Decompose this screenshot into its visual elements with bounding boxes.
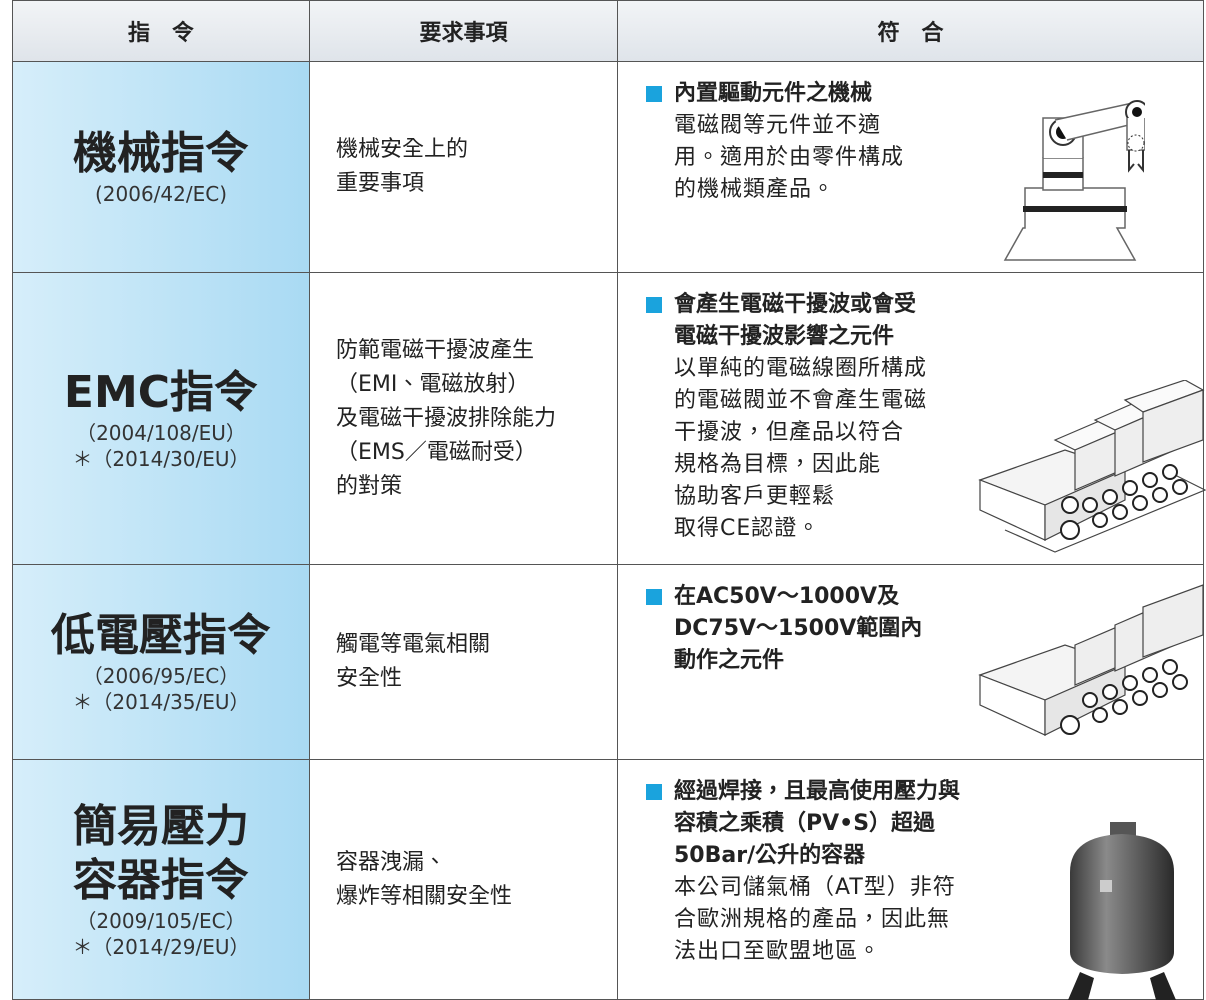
conformity-text: 用。適用於由零件構成 xyxy=(674,145,905,170)
header-text: 指 令 xyxy=(127,21,194,46)
valve-manifold-illustration xyxy=(978,380,1206,553)
conformity-title: 電磁干擾波影響之元件 xyxy=(674,324,895,349)
header-text: 符 合 xyxy=(877,21,944,46)
header-cell: 符 合 xyxy=(618,0,1204,62)
directive-cell: 機械指令 (2006/42/EC) xyxy=(12,62,310,273)
directive-code: （2006/95/EC） xyxy=(82,664,240,688)
header-text: 要求事項 xyxy=(419,21,508,46)
requirement-line: 防範電磁干擾波產生 xyxy=(336,337,535,363)
directive-name: 機械指令 xyxy=(73,128,249,179)
conformity-cell: 內置驅動元件之機械電磁閥等元件並不適 用。適用於由零件構成 的機械類產品。 xyxy=(618,62,1204,273)
conformity-text: 法出口至歐盟地區。 xyxy=(674,939,882,964)
directive-code: ＊（2014/35/EU） xyxy=(72,690,250,714)
directive-cell: 低電壓指令 （2006/95/EC） ＊（2014/35/EU） xyxy=(12,565,310,760)
valve-manifold-illustration xyxy=(978,584,1204,736)
conformity-title: 會產生電磁干擾波或會受 xyxy=(642,289,1203,321)
requirement-line: 重要事項 xyxy=(336,171,425,196)
conformity-title: DC75V～1500V範圍內 xyxy=(674,616,923,641)
requirement-line: 爆炸等相關安全性 xyxy=(336,883,513,909)
conformity-text: 本公司儲氣桶（AT型）非符 xyxy=(674,875,956,900)
conformity-text: 規格為目標，因此能 xyxy=(674,452,882,477)
conformity-text: 取得CE認證。 xyxy=(674,516,821,541)
conformity-text: 以單純的電磁線圈所構成 xyxy=(674,356,928,381)
conformity-title: 內置驅動元件之機械 xyxy=(642,78,1203,110)
directive-name: 容器指令 xyxy=(73,854,249,906)
requirement-line: 容器洩漏、 xyxy=(336,849,447,875)
requirement-line: 的對策 xyxy=(336,473,403,499)
directive-name: 低電壓指令 xyxy=(51,610,271,661)
air-tank-illustration xyxy=(1068,822,1176,1000)
conformity-cell: 在AC50V～1000V及 DC75V～1500V範圍內 動作之元件 xyxy=(618,565,1204,760)
directive-cell: 簡易壓力 容器指令 （2009/105/EC） ＊（2014/29/EU） xyxy=(12,760,310,1000)
conformity-text: 合歐洲規格的產品，因此無 xyxy=(674,907,951,932)
requirement-line: 安全性 xyxy=(336,666,403,691)
requirement-line: 觸電等電氣相關 xyxy=(336,632,491,657)
directive-cell: EMC指令 （2004/108/EU） ＊（2014/30/EU） xyxy=(12,273,310,565)
requirement-line: 機械安全上的 xyxy=(336,137,469,162)
requirement-line: 及電磁干擾波排除能力 xyxy=(336,405,557,431)
header-cell: 指 令 xyxy=(12,0,310,62)
conformity-title: 經過焊接，且最高使用壓力與 xyxy=(642,776,1203,808)
conformity-title: 動作之元件 xyxy=(674,648,785,673)
bullet-square xyxy=(646,784,662,800)
conformity-cell: 會產生電磁干擾波或會受電磁干擾波影響之元件以單純的電磁線圈所構成 的電磁閥並不會產… xyxy=(618,273,1204,565)
bullet-square xyxy=(646,589,662,605)
requirement-cell: 機械安全上的 重要事項 xyxy=(310,62,618,273)
robot-arm-illustration xyxy=(1003,100,1145,261)
conformity-text: 電磁閥等元件並不適 xyxy=(674,113,882,138)
conformity-title: 在AC50V～1000V及 xyxy=(642,581,1203,613)
directive-code: ＊（2014/30/EU） xyxy=(72,446,250,471)
directive-code: （2009/105/EC） xyxy=(76,908,246,933)
conformity-text: 協助客戶更輕鬆 xyxy=(674,484,836,509)
bullet-square xyxy=(646,86,662,102)
directive-table: 指 令要求事項符 合機械指令 (2006/42/EC) 機械安全上的 重要事項 內置驅動… xyxy=(12,0,1204,1000)
conformity-text: 干擾波，但產品以符合 xyxy=(674,420,905,445)
conformity-text: 的機械類產品。 xyxy=(674,177,836,202)
requirement-cell: 觸電等電氣相關 安全性 xyxy=(310,565,618,760)
requirement-line: （EMI、電磁放射） xyxy=(336,371,530,397)
requirement-line: （EMS／電磁耐受） xyxy=(336,439,537,465)
directive-code: ＊（2014/29/EU） xyxy=(72,934,250,959)
directive-code: （2004/108/EU） xyxy=(76,420,246,445)
directive-name: EMC指令 xyxy=(63,366,259,418)
header-cell: 要求事項 xyxy=(310,0,618,62)
requirement-cell: 防範電磁干擾波產生 （EMI、電磁放射） 及電磁干擾波排除能力 （EMS／電磁耐受） 的… xyxy=(310,273,618,565)
requirement-cell: 容器洩漏、爆炸等相關安全性 xyxy=(310,760,618,1000)
bullet-square xyxy=(646,297,662,313)
conformity-title: 容積之乘積（PV•S）超過 xyxy=(674,811,936,836)
directive-name: 簡易壓力 xyxy=(73,800,249,852)
directive-code: (2006/42/EC) xyxy=(94,182,228,206)
conformity-text: 的電磁閥並不會產生電磁 xyxy=(674,388,928,413)
conformity-title: 50Bar/公升的容器 xyxy=(674,843,866,868)
